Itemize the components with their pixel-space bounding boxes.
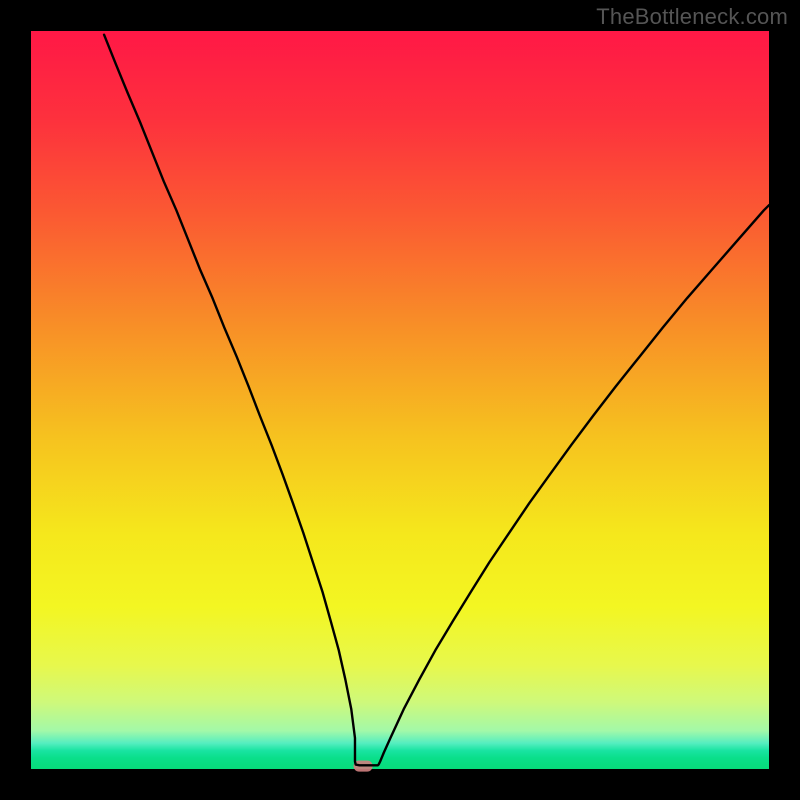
chart-stage: TheBottleneck.com: [0, 0, 800, 800]
watermark-text: TheBottleneck.com: [596, 4, 788, 30]
plot-background: [31, 31, 769, 769]
bottleneck-curve-chart: [0, 0, 800, 800]
